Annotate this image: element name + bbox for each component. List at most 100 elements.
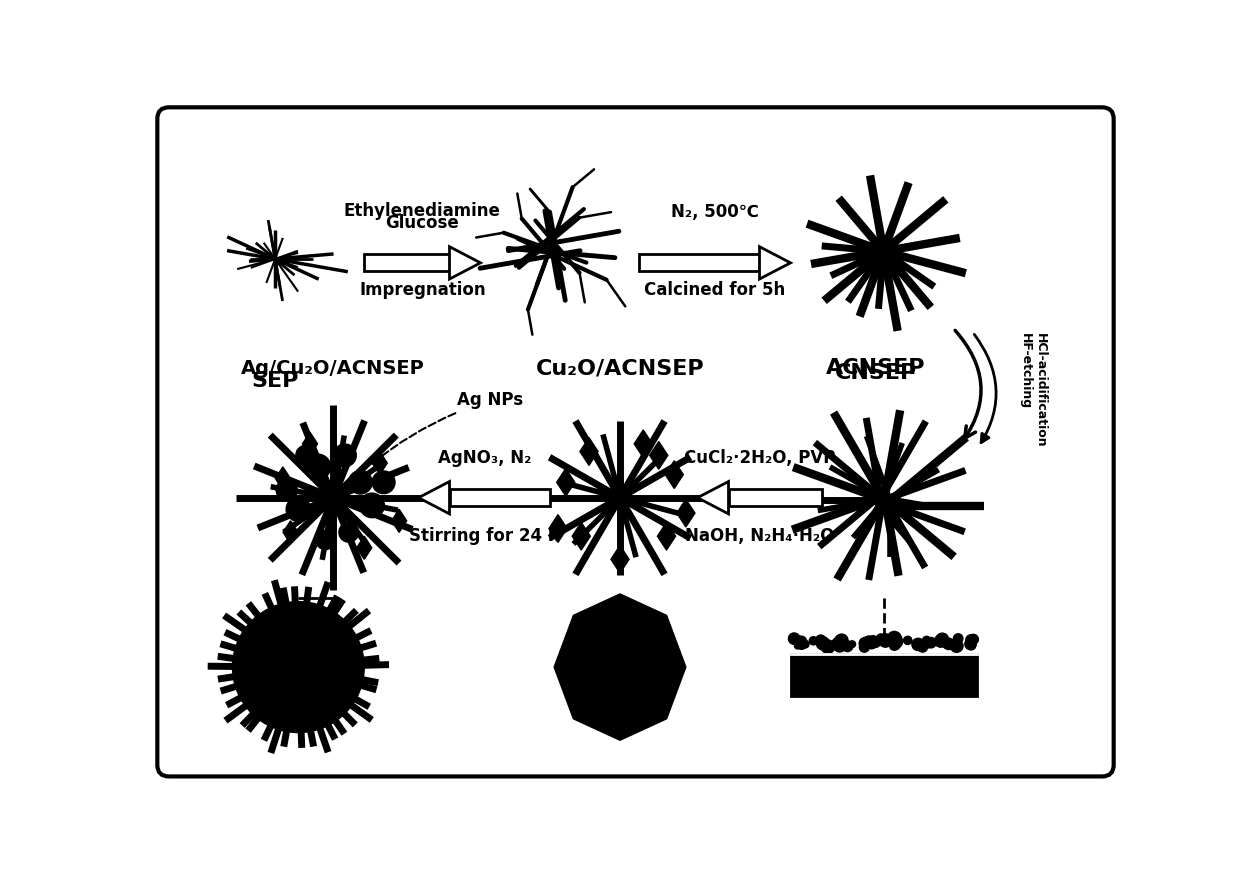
Text: Ag/Cu₂O/ACNSEP: Ag/Cu₂O/ACNSEP [242,360,425,378]
Circle shape [936,634,949,646]
Circle shape [233,602,365,732]
Text: Impregnation: Impregnation [360,281,486,298]
Polygon shape [611,545,629,573]
Text: CNSEP: CNSEP [835,363,916,383]
Text: Ethylenediamine: Ethylenediamine [343,202,501,220]
Polygon shape [557,468,575,496]
Polygon shape [634,430,652,458]
Text: ACNSEP: ACNSEP [826,359,925,378]
Text: SEP: SEP [252,371,299,390]
Circle shape [821,640,835,654]
Polygon shape [449,247,481,279]
Circle shape [789,633,800,644]
Polygon shape [759,247,791,279]
Circle shape [348,471,372,494]
Text: Glucose: Glucose [386,214,459,232]
Polygon shape [357,536,372,559]
Circle shape [966,634,976,645]
Text: Cu₂O/ACNSEP: Cu₂O/ACNSEP [536,359,704,378]
Circle shape [889,634,903,648]
Text: N₂, 500℃: N₂, 500℃ [671,202,759,220]
Circle shape [951,640,960,648]
Circle shape [918,642,928,652]
Text: NaOH, N₂H₄·H₂O: NaOH, N₂H₄·H₂O [684,527,835,545]
Circle shape [904,636,911,645]
Circle shape [859,642,869,652]
Circle shape [816,637,830,650]
Circle shape [867,636,879,648]
Polygon shape [554,594,686,740]
Circle shape [890,640,900,650]
Polygon shape [580,438,598,466]
Circle shape [954,634,963,643]
Circle shape [837,640,844,648]
Circle shape [873,640,879,648]
Circle shape [944,638,955,649]
Circle shape [967,642,976,650]
Circle shape [795,642,801,649]
Circle shape [890,634,901,644]
Bar [791,654,977,696]
Circle shape [286,497,310,522]
Circle shape [833,640,846,652]
Circle shape [796,639,807,649]
Bar [449,489,551,506]
FancyArrowPatch shape [955,331,981,438]
Circle shape [339,522,358,542]
Circle shape [296,445,316,466]
Polygon shape [283,521,298,544]
Circle shape [316,530,335,550]
Circle shape [360,493,384,518]
Circle shape [923,636,930,644]
Circle shape [863,636,875,648]
Text: Stirring for 24 h: Stirring for 24 h [409,527,559,545]
Circle shape [859,638,870,649]
Circle shape [833,638,841,646]
Polygon shape [650,442,668,469]
FancyArrowPatch shape [975,334,996,443]
Bar [365,255,449,271]
Circle shape [842,640,853,652]
Circle shape [832,639,842,648]
Circle shape [965,639,976,649]
Circle shape [277,480,298,500]
Circle shape [935,635,947,648]
Circle shape [801,640,808,648]
FancyBboxPatch shape [157,108,1114,776]
Bar [729,489,821,506]
Polygon shape [392,509,407,532]
Circle shape [836,634,848,647]
Circle shape [816,635,826,645]
Circle shape [889,641,898,650]
Polygon shape [677,500,694,527]
Circle shape [305,454,331,480]
Polygon shape [275,467,290,490]
Circle shape [942,640,951,648]
Circle shape [877,634,885,643]
Circle shape [950,640,963,652]
Circle shape [911,638,924,651]
Polygon shape [303,432,317,455]
Circle shape [879,634,892,648]
Text: HCl-acidification
HF-etching: HCl-acidification HF-etching [1019,332,1047,447]
Circle shape [795,636,807,648]
Circle shape [848,640,856,648]
Polygon shape [549,514,567,542]
Circle shape [372,471,396,494]
Circle shape [968,634,978,644]
Text: CuCl₂·2H₂O, PVP: CuCl₂·2H₂O, PVP [683,449,836,467]
Bar [640,255,759,271]
Circle shape [822,640,830,647]
Polygon shape [657,522,676,550]
Circle shape [926,638,936,648]
Circle shape [888,632,901,645]
Polygon shape [419,481,449,514]
Circle shape [866,637,878,648]
Polygon shape [572,522,590,550]
Circle shape [918,640,925,647]
Circle shape [810,637,817,645]
Text: Ag NPs: Ag NPs [372,391,523,464]
Circle shape [914,640,924,649]
Text: AgNO₃, N₂: AgNO₃, N₂ [438,449,531,467]
Text: Calcined for 5h: Calcined for 5h [644,281,785,298]
